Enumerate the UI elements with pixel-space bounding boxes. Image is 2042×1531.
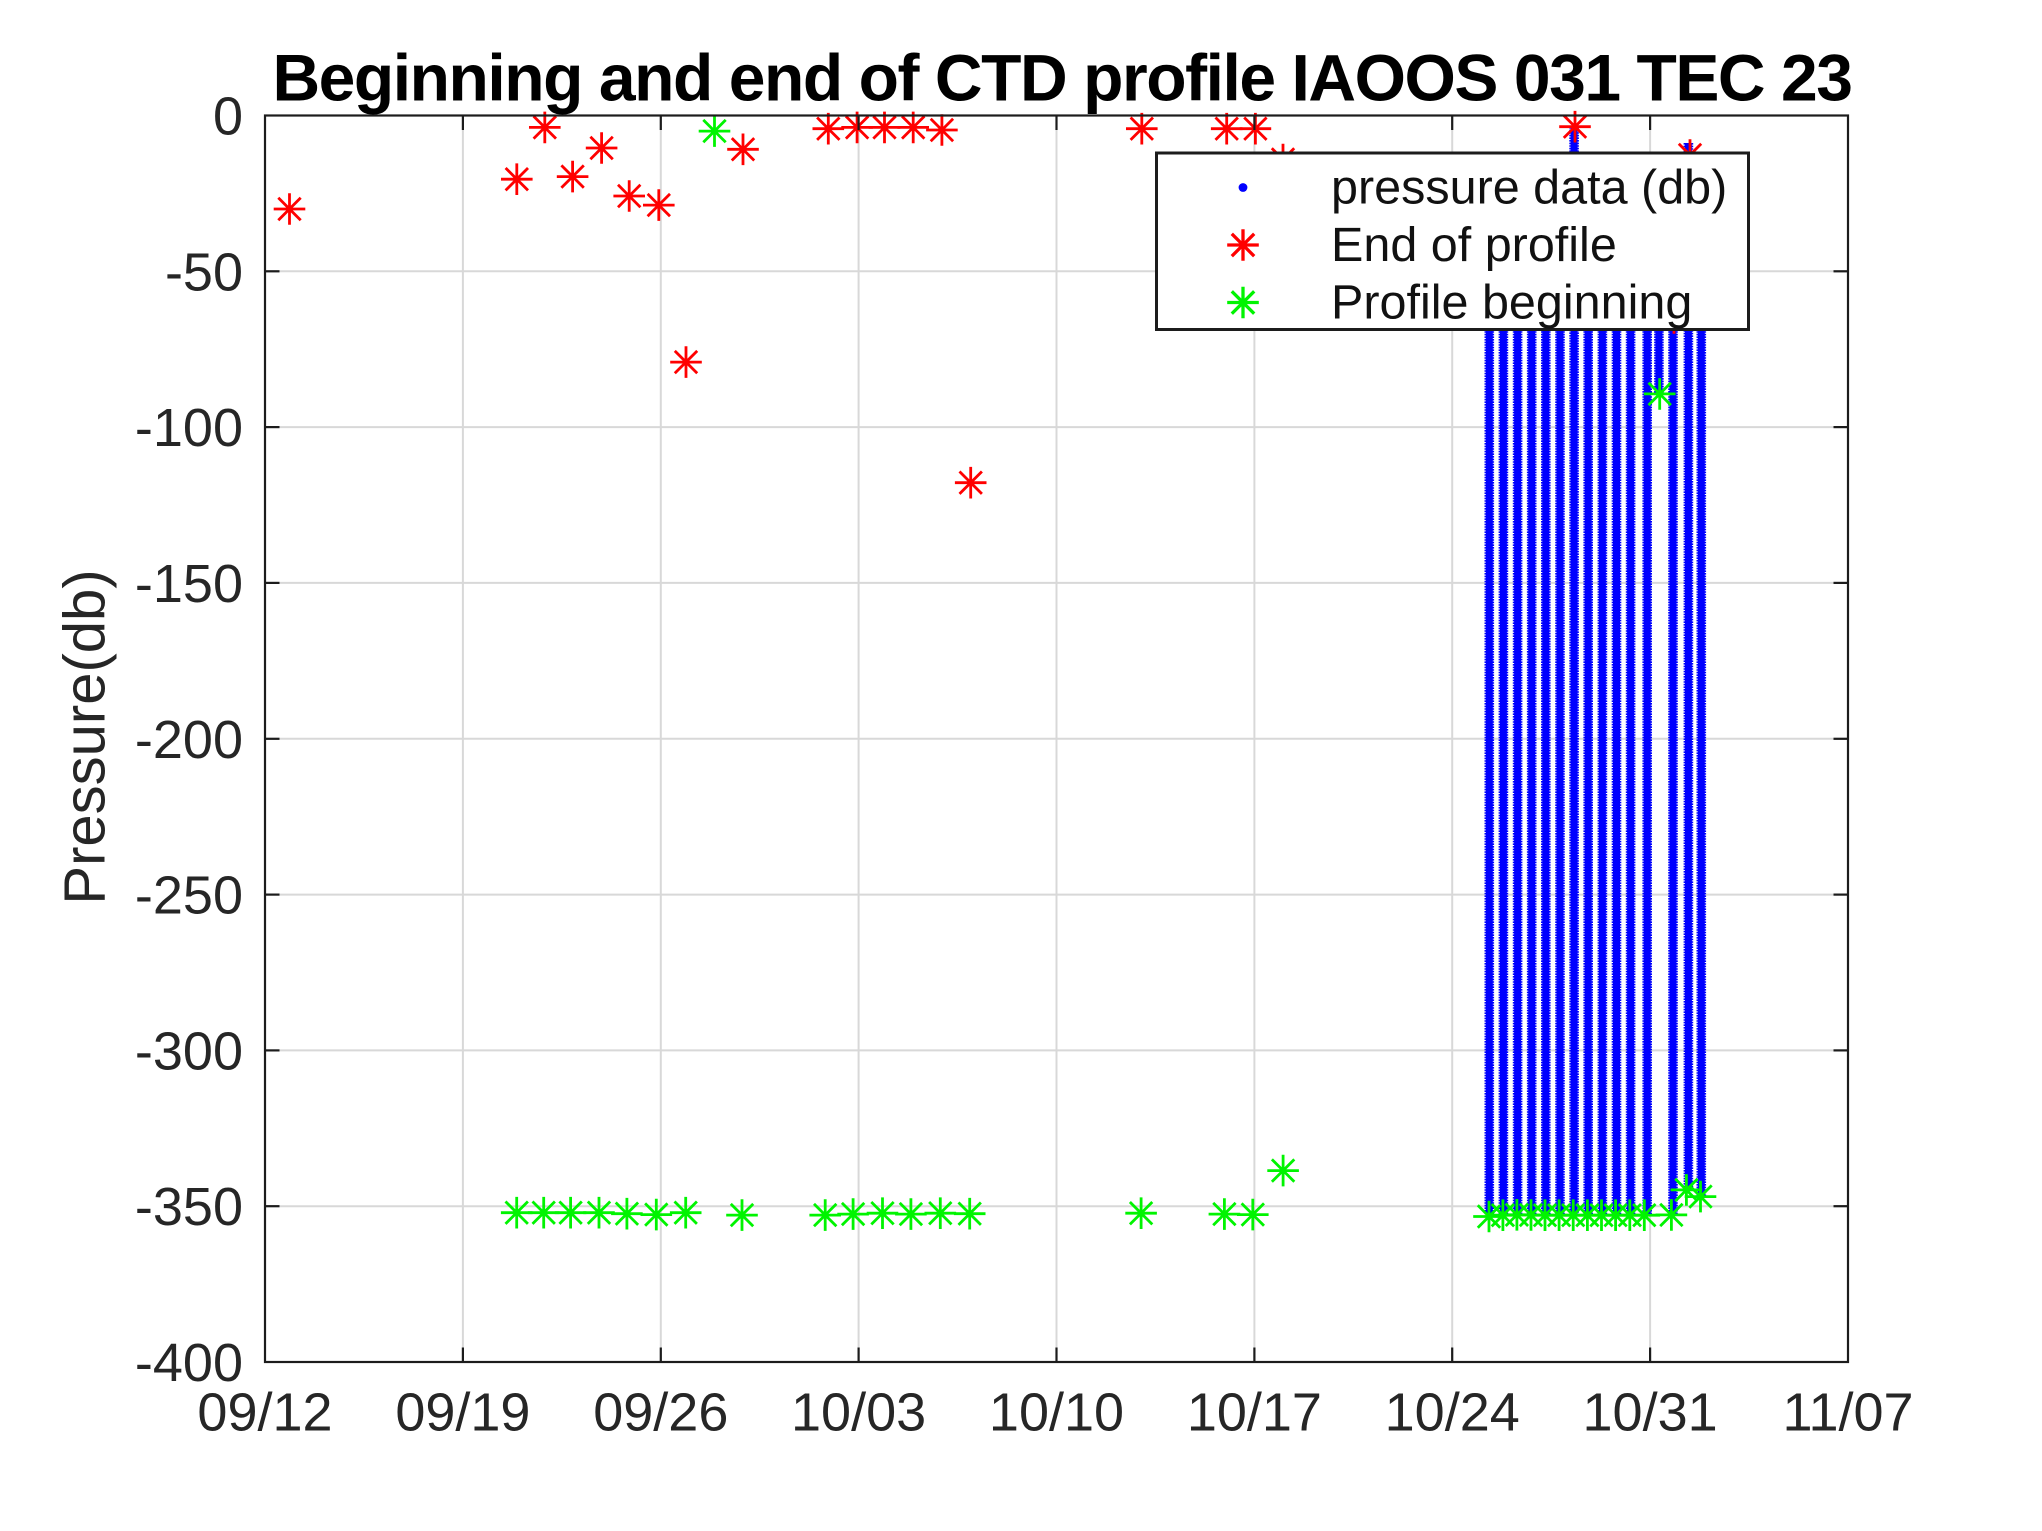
svg-text:10/10: 10/10	[989, 1383, 1124, 1443]
svg-text:11/07: 11/07	[1782, 1383, 1913, 1443]
svg-text:0: 0	[213, 87, 243, 147]
svg-text:09/26: 09/26	[593, 1383, 728, 1443]
svg-text:-50: -50	[165, 242, 243, 302]
svg-text:10/31: 10/31	[1583, 1383, 1718, 1443]
svg-text:-300: -300	[135, 1021, 243, 1081]
svg-text:-200: -200	[135, 710, 243, 770]
svg-text:End of profile: End of profile	[1331, 218, 1617, 272]
svg-text:10/03: 10/03	[791, 1383, 926, 1443]
svg-text:-250: -250	[135, 866, 243, 926]
svg-text:Beginning and end of CTD profi: Beginning and end of CTD profile IAOOS 0…	[272, 41, 1851, 115]
svg-text:Pressure(db): Pressure(db)	[53, 569, 118, 904]
svg-text:-100: -100	[135, 398, 243, 458]
svg-text:-150: -150	[135, 554, 243, 614]
svg-text:-400: -400	[135, 1333, 243, 1393]
svg-text:10/17: 10/17	[1187, 1383, 1322, 1443]
svg-text:09/19: 09/19	[395, 1383, 530, 1443]
svg-text:Profile beginning: Profile beginning	[1331, 276, 1692, 330]
svg-text:09/12: 09/12	[197, 1383, 332, 1443]
svg-text:10/24: 10/24	[1385, 1383, 1520, 1443]
svg-text:-350: -350	[135, 1177, 243, 1237]
svg-text:pressure data (db): pressure data (db)	[1331, 161, 1727, 215]
